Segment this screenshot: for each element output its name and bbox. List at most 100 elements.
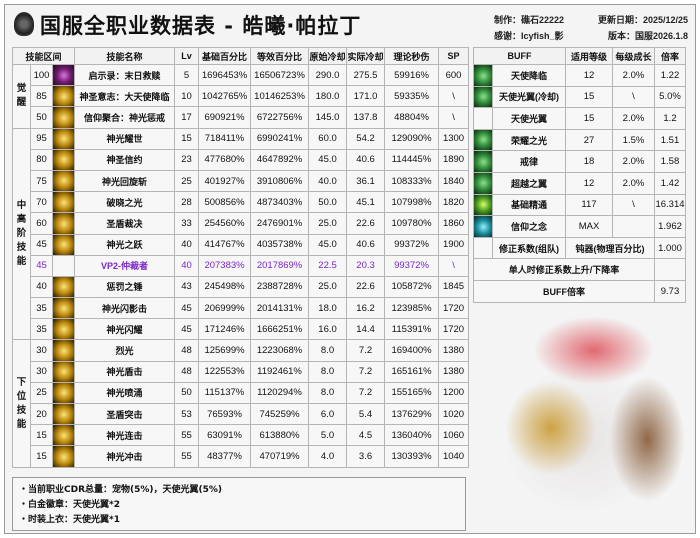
buff <box>473 64 493 87</box>
solo-row: 单人时修正系数上升/下降率 <box>473 258 686 281</box>
skill-lv: 40 <box>174 233 200 256</box>
skill-eq: 4873403% <box>250 191 310 214</box>
skill-dps: 155165% <box>384 381 440 405</box>
buff-growth <box>612 215 655 238</box>
skill-name: 神光盾击 <box>74 360 176 383</box>
skill-acd: 36.1 <box>346 169 386 193</box>
skill-level: 40 <box>30 275 53 299</box>
buff-row: 超越之翼 12 2.0% 1.42 <box>473 171 686 195</box>
skill-base: 1696453% <box>198 63 252 87</box>
skill-lv: 33 <box>174 212 200 235</box>
buff <box>473 171 493 195</box>
buff-name: 荣耀之光 <box>492 128 566 152</box>
skill-name: 神光喷涌 <box>74 381 176 405</box>
character-artwork <box>476 306 690 528</box>
skill-sp: 1890 <box>438 148 470 171</box>
skill-row: 85 神圣意志：大天使降临 10 1042765% 10146253% 180.0 171.… <box>13 85 470 108</box>
skill-level: 85 <box>30 85 53 108</box>
skill-level: 35 <box>30 297 53 320</box>
skill-eq: 2476901% <box>250 212 310 235</box>
buff-icon <box>475 152 492 172</box>
skill-row: 45 VP2-仲裁者 40 207383% 2017869% 22.5 20.3 99372%… <box>13 254 470 277</box>
skill-lv: 50 <box>174 381 200 405</box>
skill-sp: \ <box>438 254 470 277</box>
skill-cd: 8.0 <box>308 381 348 405</box>
skill-name: 神圣意志：大天使降临 <box>74 85 176 108</box>
skill-acd: 45.1 <box>346 191 386 214</box>
skill-icon <box>54 299 74 318</box>
buff-row: 基础精通 117 \ 16.314 <box>473 193 686 217</box>
skill-icon <box>54 108 74 127</box>
skill-dps: 105872% <box>384 275 440 299</box>
skill-lv: 43 <box>174 275 200 299</box>
buff-rate: 1.58 <box>654 150 686 173</box>
skill-lv: 55 <box>174 445 200 468</box>
skill <box>51 85 76 108</box>
correction-type: 钝器(物理百分比) <box>565 236 655 260</box>
skill-row: 80 神圣信约 23 477680% 4647892% 45.0 40.6 114445% 18… <box>13 148 470 171</box>
skill <box>51 297 76 320</box>
skill-eq: 2014131% <box>250 297 310 320</box>
buff-growth: \ <box>612 193 655 217</box>
group-label: 下位技能 <box>12 339 31 468</box>
buff <box>473 215 493 238</box>
buff-name: 超越之翼 <box>492 171 566 195</box>
skill-cd: 16.0 <box>308 318 348 341</box>
buff-rate: 1.2 <box>654 107 686 130</box>
buff-icon <box>475 87 492 107</box>
skill-table: 技能区间 技能名称 Lv 基础百分比 等效百分比 原始冷却 实际冷却 理论秒伤 SP 觉醒 100 启… <box>11 47 470 468</box>
skill-cd: 45.0 <box>308 233 348 256</box>
skill-sp: 1820 <box>438 191 470 214</box>
skill-cd: 5.0 <box>308 424 348 447</box>
skill-level: 30 <box>30 339 53 362</box>
skill-level: 50 <box>30 106 53 129</box>
skill-base: 206999% <box>198 297 252 320</box>
skill-cd: 8.0 <box>308 339 348 362</box>
skill-icon <box>54 214 74 233</box>
skill-sp: 1300 <box>438 127 470 150</box>
skill-dps: 59916% <box>384 63 440 87</box>
skill-row: 35 神光闪耀 45 171246% 1666251% 16.0 14.4 115391% 17… <box>13 318 470 341</box>
skill-dps: 130393% <box>384 445 440 468</box>
buff-row: 信仰之念 MAX 1.962 <box>473 215 686 238</box>
skill-acd: 7.2 <box>346 339 386 362</box>
skill-eq: 1223068% <box>250 339 310 362</box>
skill-acd: 4.5 <box>346 424 386 447</box>
skill-base: 63091% <box>198 424 252 447</box>
skill-acd: 275.5 <box>346 63 386 87</box>
skill-level: 35 <box>30 318 53 341</box>
skill-cd: 25.0 <box>308 212 348 235</box>
skill-lv: 5 <box>174 63 200 87</box>
buff-growth: 1.5% <box>612 128 655 152</box>
buff-growth: 2.0% <box>612 171 655 195</box>
skill-sp: \ <box>438 85 470 108</box>
skill <box>51 424 76 447</box>
skill-level: 30 <box>30 360 53 383</box>
skill-row: 15 神光连击 55 63091% 613880% 5.0 4.5 136040% 1060 <box>13 424 470 447</box>
skill-lv: 45 <box>174 297 200 320</box>
correction-label: 修正系数(组队) <box>492 236 566 260</box>
skill-base: 48377% <box>198 445 252 468</box>
buff-name: 天使降临 <box>492 64 566 87</box>
buff-icon <box>475 217 492 237</box>
note-avatar: ・时装上衣：天使光翼*1 <box>19 515 120 525</box>
skill-dps: 114445% <box>384 148 440 171</box>
skill-level: 70 <box>30 191 53 214</box>
skill-icon <box>54 447 74 466</box>
column-header: SP <box>438 47 470 65</box>
skill-cd: 60.0 <box>308 127 348 150</box>
skill-icon <box>54 405 74 424</box>
skill-acd: 7.2 <box>346 360 386 383</box>
skill-name: 信仰聚合：神光惩戒 <box>74 106 176 129</box>
skill <box>51 360 76 383</box>
buff-rate: 16.314 <box>654 193 686 217</box>
buff-column-header: BUFF <box>473 47 566 65</box>
buff-row: 天使光翼 15 2.0% 1.2 <box>473 107 686 130</box>
skill-lv: 55 <box>174 424 200 447</box>
skill <box>51 275 76 299</box>
skill-level: 80 <box>30 148 53 171</box>
skill-row: 50 信仰聚合：神光惩戒 17 690921% 6722756% 145.0 137.8 48… <box>13 106 470 129</box>
skill-name: 神光耀世 <box>74 127 176 150</box>
buff-name: 天使光翼 <box>492 107 566 130</box>
buff-level: 18 <box>565 150 613 173</box>
